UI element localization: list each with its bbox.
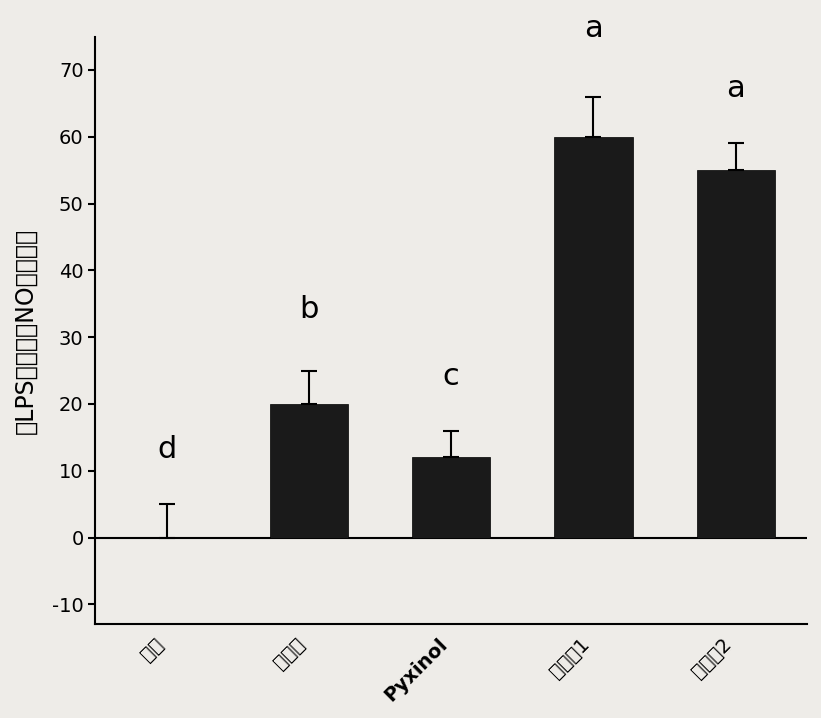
Text: b: b [300, 295, 319, 324]
Bar [554, 137, 632, 538]
Text: 化合瀁2: 化合瀁2 [689, 634, 736, 681]
Bar [270, 404, 348, 538]
Text: d: d [157, 435, 177, 464]
Bar [412, 457, 490, 538]
Bar [696, 170, 775, 538]
Text: 化合瀁1: 化合瀁1 [546, 634, 594, 681]
Text: 阳性药: 阳性药 [271, 634, 309, 673]
Text: c: c [443, 362, 460, 391]
Text: 对照: 对照 [137, 634, 167, 664]
Text: a: a [727, 75, 745, 103]
Y-axis label: 对LPS诱导产生NO的抑制率: 对LPS诱导产生NO的抑制率 [14, 228, 38, 434]
Text: a: a [584, 14, 603, 43]
Text: Pyxinol: Pyxinol [381, 634, 452, 704]
